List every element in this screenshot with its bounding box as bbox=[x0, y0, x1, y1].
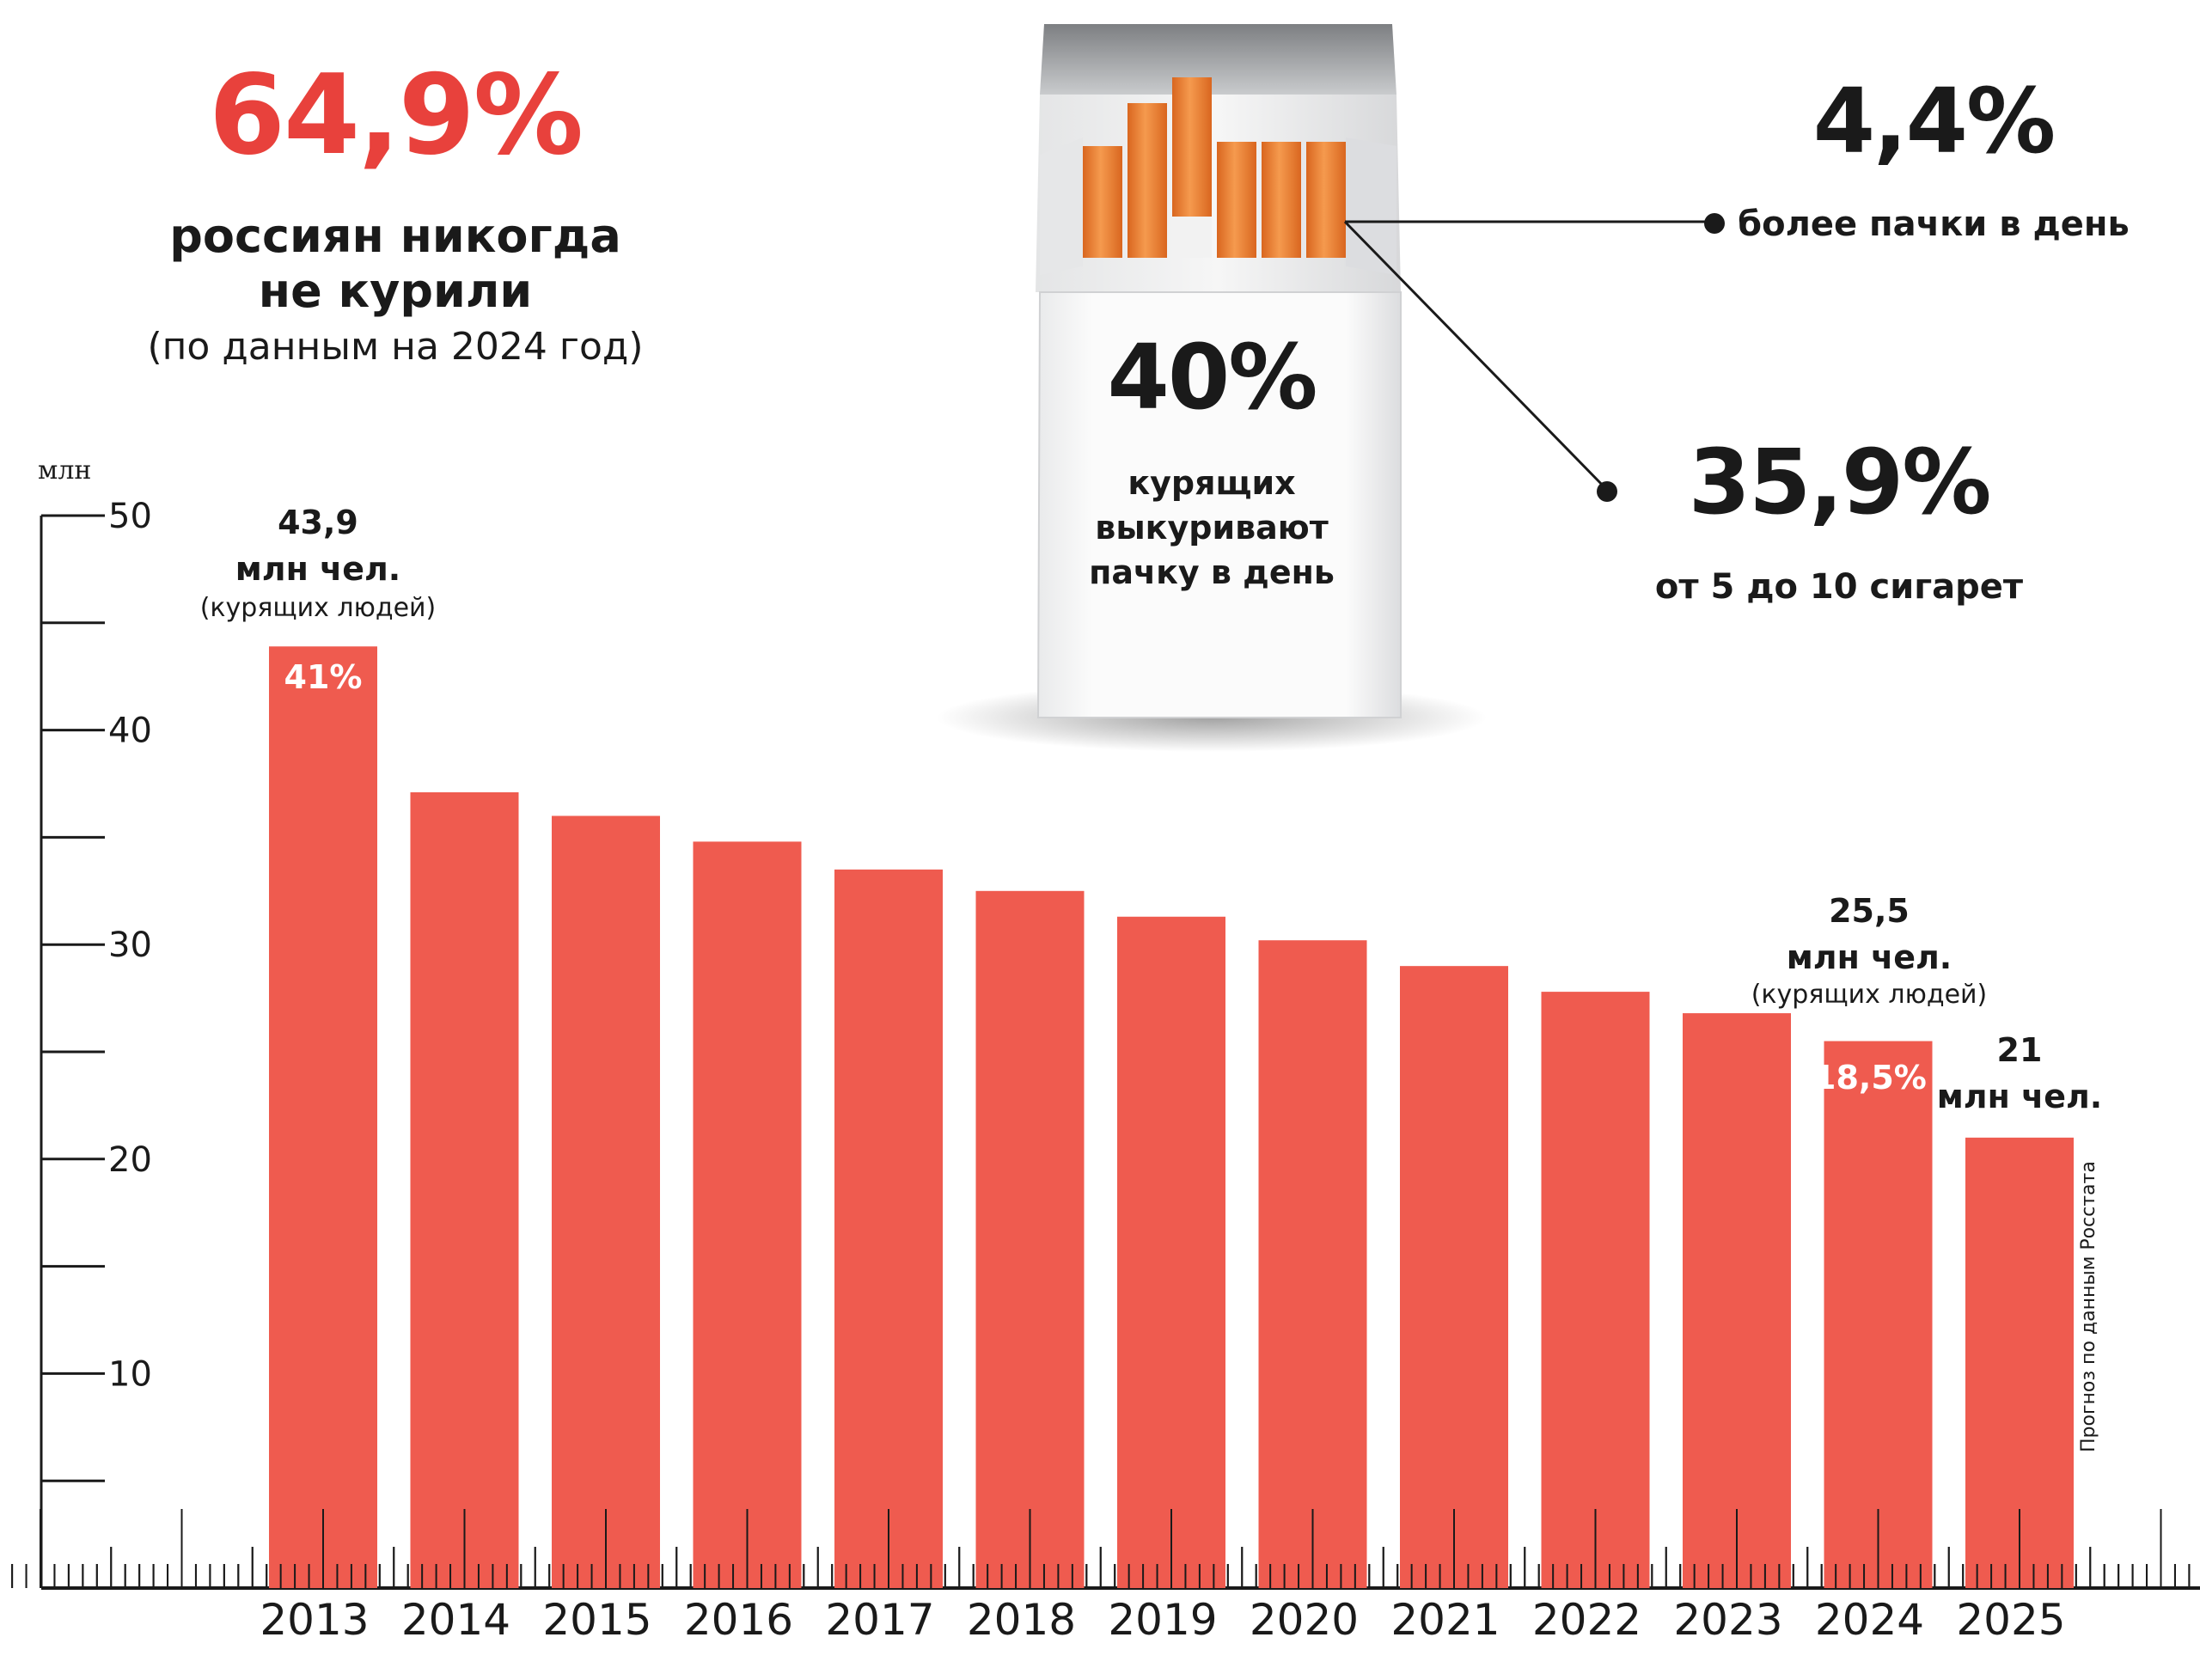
annotation-2024-value: 25,5 bbox=[1749, 889, 1989, 933]
x-tick-label: 2023 bbox=[1673, 1595, 1782, 1645]
x-tick-label: 2015 bbox=[542, 1595, 651, 1645]
annotation-2024-note: (курящих людей) bbox=[1732, 980, 2007, 1010]
x-tick-label: 2017 bbox=[825, 1595, 934, 1645]
bar-2018 bbox=[976, 891, 1085, 1588]
bar-2024 bbox=[1824, 1042, 1933, 1588]
bar-2013 bbox=[269, 646, 377, 1588]
annotation-2025-unit: млн чел. bbox=[1899, 1074, 2140, 1119]
bar-2021 bbox=[1400, 966, 1508, 1588]
bar-2020 bbox=[1259, 940, 1367, 1588]
bar-2016 bbox=[694, 841, 802, 1588]
x-tick-label: 2020 bbox=[1250, 1595, 1359, 1645]
bar-2017 bbox=[834, 870, 943, 1588]
infographic: 64,9% россиян никогда не курили (по данн… bbox=[0, 0, 2200, 1680]
x-tick-label: 2021 bbox=[1390, 1595, 1500, 1645]
y-axis-unit: млн bbox=[38, 455, 91, 486]
y-tick-label: 40 bbox=[108, 712, 152, 751]
x-tick-label: 2019 bbox=[1108, 1595, 1217, 1645]
annotation-2013-note: (курящих людей) bbox=[180, 593, 455, 623]
bar-2023 bbox=[1683, 1013, 1791, 1588]
x-tick-label: 2016 bbox=[684, 1595, 793, 1645]
bar-2022 bbox=[1542, 992, 1650, 1588]
bar-2014 bbox=[411, 792, 519, 1588]
y-tick-label: 20 bbox=[108, 1140, 152, 1180]
y-tick-label: 30 bbox=[108, 926, 152, 965]
x-tick-label: 2013 bbox=[260, 1595, 369, 1645]
annotation-2013-value: 43,9 bbox=[198, 500, 438, 545]
source-note: Прогноз по данным Росстата bbox=[2078, 1161, 2099, 1452]
annotation-2013-unit: млн чел. bbox=[198, 547, 438, 591]
bar-2015 bbox=[552, 816, 660, 1588]
x-tick-label: 2018 bbox=[967, 1595, 1076, 1645]
x-tick-label: 2025 bbox=[1956, 1595, 2065, 1645]
x-tick-label: 2014 bbox=[401, 1595, 510, 1645]
x-tick-label: 2022 bbox=[1532, 1595, 1641, 1645]
bar-chart: 10 20 30 40 50 2013 2014 2015 2016 2017 2018 2019 2… bbox=[0, 0, 2200, 1680]
x-tick-label: 2024 bbox=[1815, 1595, 1924, 1645]
bar-2019 bbox=[1117, 917, 1225, 1588]
y-tick-label: 10 bbox=[108, 1354, 152, 1394]
annotation-2024-unit: млн чел. bbox=[1749, 935, 1989, 980]
annotation-2013-percent: 41% bbox=[269, 658, 377, 696]
annotation-2025-value: 21 bbox=[1899, 1028, 2140, 1072]
y-tick-label: 50 bbox=[108, 497, 152, 536]
